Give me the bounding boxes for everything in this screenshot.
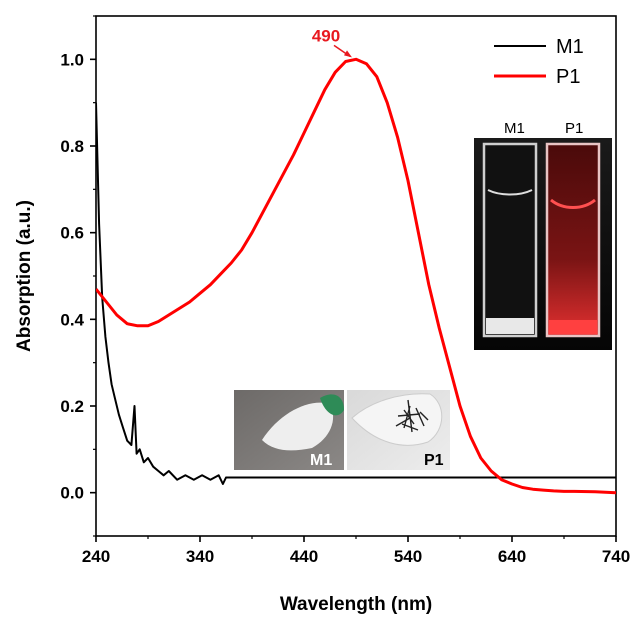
inset-cuvettes: M1 P1	[474, 120, 612, 350]
cuvette-m1	[482, 142, 538, 338]
x-axis-label: Wavelength (nm)	[280, 594, 432, 615]
y-tick-label: 0.6	[60, 224, 84, 243]
cuvette-p1-base	[549, 320, 597, 334]
cuvette-m1-label: M1	[504, 120, 525, 137]
axis-ticks: 240 340 440 540 640 740 0.0 0.2 0.4 0.6 0.8 1.0	[60, 15, 630, 566]
photo-m1-label: M1	[310, 452, 332, 469]
y-tick-label: 1.0	[60, 50, 84, 69]
x-tick-label: 240	[82, 547, 110, 566]
cuvette-m1-base	[486, 318, 534, 334]
cuvette-p1	[545, 142, 601, 338]
x-tick-label: 340	[186, 547, 214, 566]
photo-m1-glove	[320, 394, 344, 416]
x-tick-label: 540	[394, 547, 422, 566]
y-tick-label: 0.2	[60, 397, 84, 416]
peak-annotation: 490	[312, 26, 340, 45]
photo-p1-label: P1	[424, 452, 444, 469]
y-axis-label: Absorption (a.u.)	[14, 200, 35, 352]
x-tick-label: 740	[602, 547, 630, 566]
legend-label-p1: P1	[556, 66, 580, 88]
y-tick-label: 0.4	[60, 310, 84, 329]
x-tick-label: 440	[290, 547, 318, 566]
photo-p1-film	[351, 393, 443, 446]
y-tick-label: 0.0	[60, 484, 84, 503]
peak-arrow-head	[344, 50, 352, 58]
series-line-m1	[96, 102, 616, 485]
legend-label-m1: M1	[556, 36, 584, 58]
cuvette-p1-label: P1	[565, 120, 583, 137]
y-tick-label: 0.8	[60, 137, 84, 156]
annotation-layer: 490	[312, 26, 352, 58]
photo-p1-particles	[395, 399, 429, 433]
photo-m1-film	[262, 402, 334, 451]
series-line-p1	[96, 57, 616, 495]
inset-photos: M1 P1	[234, 390, 450, 470]
x-tick-label: 640	[498, 547, 526, 566]
series-layer	[96, 57, 616, 495]
